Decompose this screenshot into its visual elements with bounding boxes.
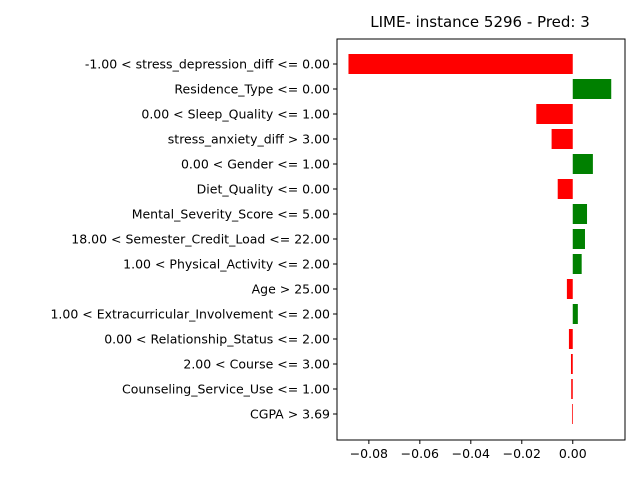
- bar-6: [572, 204, 588, 224]
- bar-7: [572, 229, 585, 249]
- bar-0: [348, 54, 573, 74]
- x-tick-label: 0.00: [559, 446, 587, 461]
- y-tick-label: stress_anxiety_diff > 3.00: [168, 132, 330, 147]
- x-tick-label: −0.04: [452, 446, 490, 461]
- y-tick-label: Age > 25.00: [252, 282, 330, 297]
- bar-3: [551, 129, 573, 149]
- x-tick-label: −0.06: [401, 446, 439, 461]
- y-tick-label: 1.00 < Extracurricular_Involvement <= 2.…: [50, 307, 330, 322]
- y-tick-label: CGPA > 3.69: [250, 407, 330, 422]
- x-axis-ticks: −0.08 −0.06 −0.04 −0.02 0.00: [350, 440, 587, 461]
- bars-group: [348, 54, 612, 424]
- x-tick-label: −0.02: [503, 446, 541, 461]
- x-tick-label: −0.08: [350, 446, 388, 461]
- bar-14: [571, 404, 573, 424]
- y-tick-label: -1.00 < stress_depression_diff <= 0.00: [85, 57, 330, 72]
- bar-1: [572, 79, 612, 99]
- bar-13: [571, 379, 573, 399]
- bar-11: [568, 329, 573, 349]
- y-tick-label: 2.00 < Course <= 3.00: [183, 357, 330, 372]
- y-tick-label: Counseling_Service_Use <= 1.00: [122, 382, 330, 397]
- y-tick-label: Diet_Quality <= 0.00: [197, 182, 330, 197]
- bar-12: [570, 354, 573, 374]
- y-tick-label: 0.00 < Relationship_Status <= 2.00: [104, 332, 330, 347]
- bar-4: [572, 154, 593, 174]
- bar-10: [572, 304, 578, 324]
- y-tick-label: 1.00 < Physical_Activity <= 2.00: [123, 257, 330, 272]
- y-tick-label: 0.00 < Gender <= 1.00: [181, 157, 330, 172]
- y-tick-label: 18.00 < Semester_Credit_Load <= 22.00: [71, 232, 330, 247]
- y-tick-label: 0.00 < Sleep_Quality <= 1.00: [141, 107, 330, 122]
- plot-frame: [336, 38, 626, 441]
- chart-title: LIME- instance 5296 - Pred: 3: [370, 13, 590, 31]
- bar-2: [536, 104, 573, 124]
- y-tick-label: Mental_Severity_Score <= 5.00: [132, 207, 330, 222]
- bar-5: [557, 179, 573, 199]
- y-axis-ticks: -1.00 < stress_depression_diff <= 0.00 Re…: [50, 57, 337, 422]
- bar-9: [566, 279, 573, 299]
- y-tick-label: Residence_Type <= 0.00: [174, 82, 330, 97]
- bar-8: [572, 254, 582, 274]
